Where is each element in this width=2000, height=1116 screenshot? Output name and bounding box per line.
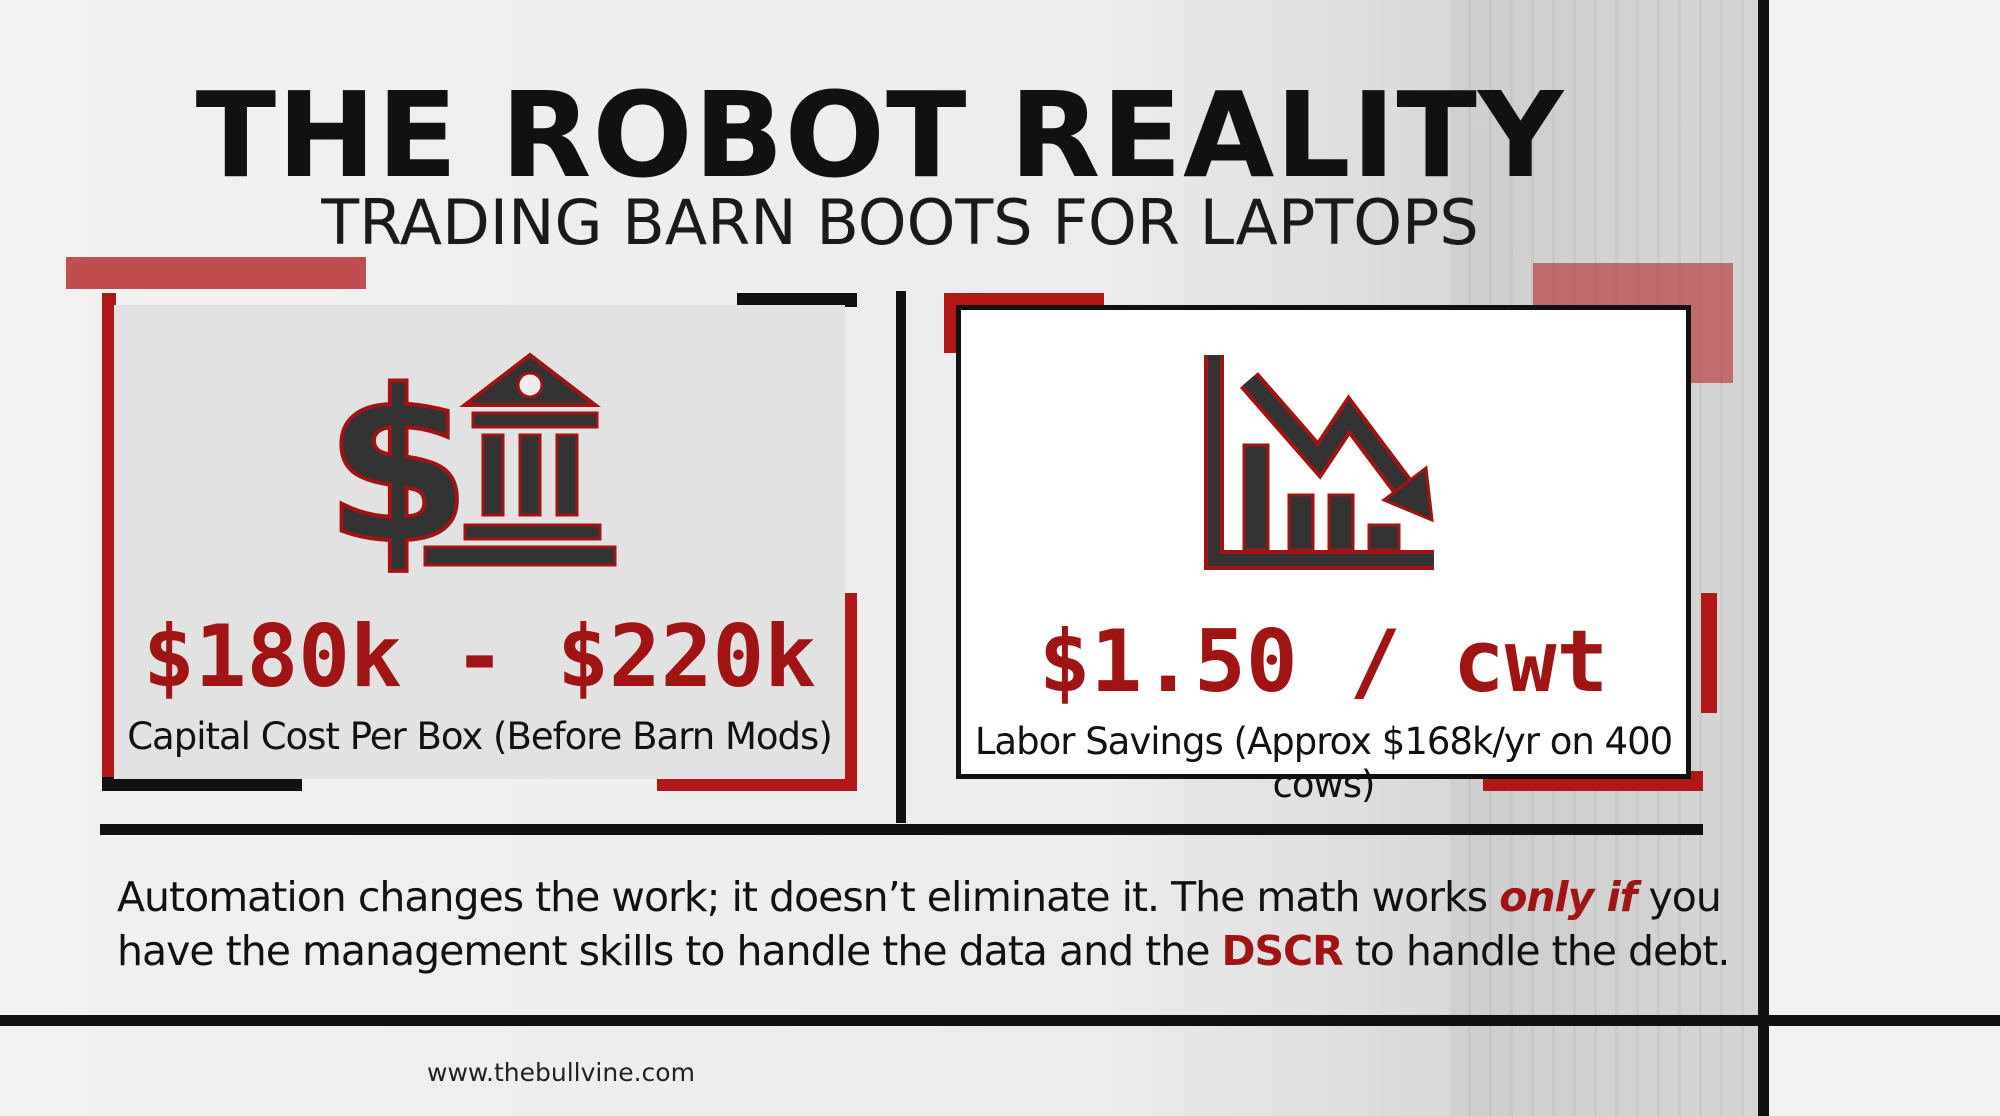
summary-part: Automation changes the work; it doesn’t …: [117, 873, 1500, 921]
frame-accent: [944, 293, 1104, 307]
website-url[interactable]: www.thebullvine.com: [427, 1058, 695, 1087]
summary-part: you have the management skills to handle…: [117, 873, 1722, 975]
frame-edge: [102, 777, 302, 791]
labor-savings-card: $1.50 / cwt Labor Savings (Approx $168k/…: [944, 263, 1733, 806]
capital-cost-label: Capital Cost Per Box (Before Barn Mods): [127, 715, 833, 758]
frame-accent: [1701, 593, 1717, 713]
summary-dscr: DSCR: [1221, 927, 1343, 975]
capital-cost-value: $180k - $220k: [142, 607, 817, 707]
horizontal-divider: [100, 824, 1703, 835]
summary-emphasis: only if: [1499, 873, 1637, 921]
card-body: $ $180k - $220k Capital Cost Per Box (Be…: [114, 305, 845, 779]
frame-accent: [102, 293, 116, 791]
right-vertical-rule: [1758, 0, 1769, 1116]
page-title: THE ROBOT REALITY: [195, 66, 1565, 204]
footer-divider: [0, 1015, 2000, 1026]
labor-savings-label: Labor Savings (Approx $168k/yr on 400 co…: [974, 720, 1673, 806]
vertical-divider: [896, 291, 906, 823]
declining-chart-icon: [1203, 355, 1434, 570]
capital-cost-card: $ $180k - $220k Capital Cost Per Box (Be…: [66, 257, 857, 791]
dollar-bank-icon: $: [325, 345, 616, 585]
card-body: $1.50 / cwt Labor Savings (Approx $168k/…: [956, 305, 1691, 806]
frame-accent: [944, 293, 958, 353]
right-panel: [1764, 0, 2000, 1116]
svg-text:$: $: [325, 345, 471, 585]
frame-accent: [66, 257, 366, 289]
summary-text: Automation changes the work; it doesn’t …: [117, 870, 1757, 978]
page-subtitle: TRADING BARN BOOTS FOR LAPTOPS: [321, 186, 1479, 259]
labor-savings-value: $1.50 / cwt: [1038, 612, 1609, 712]
frame-accent: [657, 777, 857, 791]
frame-accent: [841, 593, 857, 791]
frame-edge: [737, 293, 857, 307]
summary-part: to handle the debt.: [1342, 927, 1731, 975]
